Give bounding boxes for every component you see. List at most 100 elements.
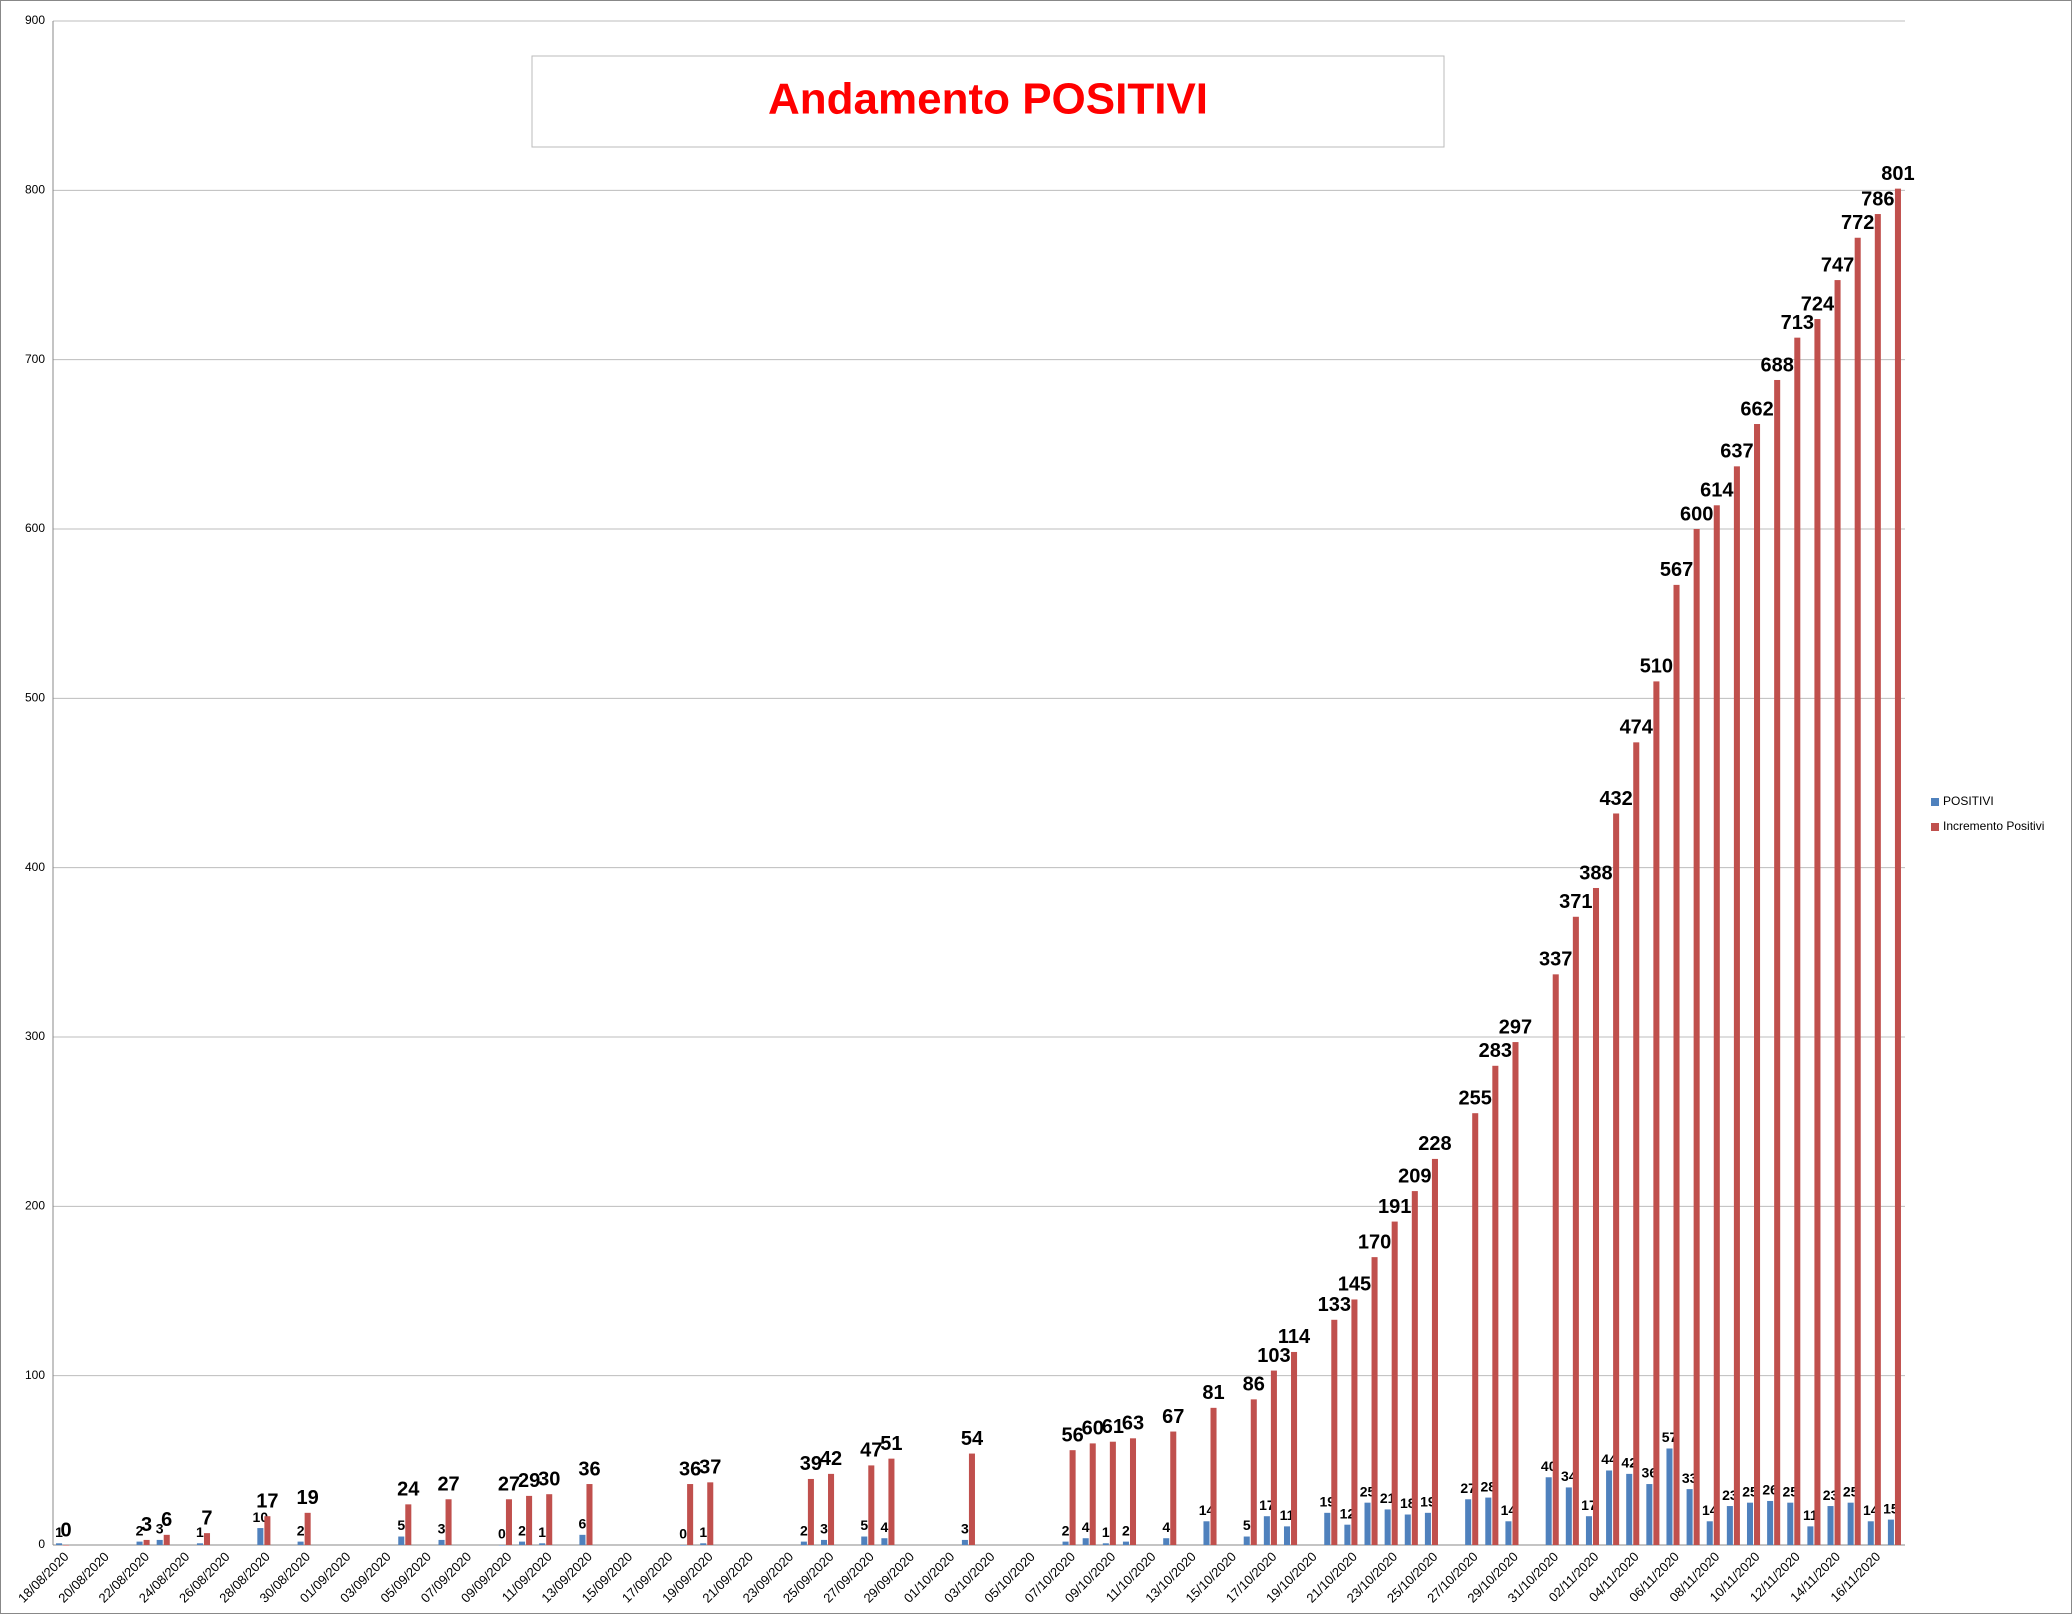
bar (1626, 1473, 1633, 1545)
data-label: 5 (397, 1517, 405, 1533)
data-label: 114 (1278, 1326, 1311, 1348)
chart-title: Andamento POSITIVI (768, 75, 1208, 124)
data-label: 0 (61, 1519, 72, 1541)
data-label: 614 (1700, 480, 1734, 502)
bar (203, 1533, 211, 1545)
data-label: 3 (438, 1521, 446, 1537)
data-label: 600 (1680, 503, 1713, 525)
bar (56, 1543, 63, 1545)
bar (405, 1504, 412, 1545)
bar (546, 1494, 553, 1545)
data-label: 27 (437, 1474, 459, 1496)
bar (136, 1541, 143, 1545)
legend-swatch (1931, 823, 1939, 831)
y-tick-label: 400 (25, 860, 45, 874)
bar (1263, 1516, 1270, 1545)
data-label: 27 (498, 1474, 520, 1496)
y-tick-label: 500 (25, 691, 45, 705)
bar (438, 1539, 445, 1545)
data-label: 56 (1061, 1424, 1083, 1446)
data-label: 713 (1781, 312, 1814, 334)
data-label: 60 (1082, 1418, 1104, 1440)
bar (1713, 505, 1720, 1545)
data-label: 1 (55, 1524, 63, 1540)
bar (881, 1538, 888, 1545)
bar (707, 1482, 714, 1545)
bar (1746, 1502, 1754, 1545)
data-label: 4 (1082, 1519, 1090, 1535)
data-label: 3 (156, 1521, 164, 1537)
bar (828, 1473, 835, 1545)
bar (156, 1539, 163, 1545)
bar (680, 1545, 687, 1546)
bar (1062, 1541, 1069, 1545)
data-label: 637 (1720, 441, 1753, 463)
data-label: 133 (1318, 1294, 1351, 1316)
bar (1673, 584, 1680, 1545)
data-label: 2 (297, 1522, 305, 1538)
bar (1404, 1514, 1411, 1545)
bar (579, 1534, 586, 1545)
data-label: 1 (1102, 1524, 1110, 1540)
data-label: 63 (1122, 1413, 1144, 1435)
bar (1082, 1538, 1089, 1545)
data-label: 474 (1620, 717, 1654, 739)
bar (196, 1543, 203, 1545)
data-label: 145 (1338, 1274, 1371, 1296)
bar (1606, 1470, 1613, 1545)
y-tick-label: 200 (25, 1199, 45, 1213)
bar (1424, 1512, 1431, 1545)
data-label: 86 (1243, 1374, 1265, 1396)
bar (1726, 1506, 1733, 1545)
data-label: 1 (196, 1524, 204, 1540)
bar (1754, 424, 1761, 1546)
data-label: 19 (297, 1487, 319, 1509)
bar (445, 1499, 452, 1545)
data-label: 510 (1640, 656, 1673, 678)
bar (519, 1541, 526, 1545)
bar (1384, 1509, 1391, 1545)
data-label: 11 (1803, 1507, 1818, 1523)
bar (1465, 1499, 1472, 1545)
data-label: 6 (579, 1516, 587, 1532)
bar (539, 1543, 546, 1545)
bar (1767, 1500, 1774, 1545)
data-label: 567 (1660, 559, 1693, 581)
bar (1371, 1257, 1378, 1545)
data-label: 801 (1881, 163, 1914, 185)
bar (888, 1458, 895, 1545)
data-label: 61 (1102, 1416, 1124, 1438)
data-label: 39 (800, 1453, 822, 1475)
bar (1666, 1448, 1673, 1545)
data-label: 0 (679, 1526, 687, 1542)
bar (264, 1516, 271, 1545)
bar (304, 1512, 311, 1545)
bar (1069, 1450, 1076, 1545)
bar (505, 1499, 512, 1545)
data-label: 337 (1539, 949, 1572, 971)
data-label: 228 (1418, 1133, 1451, 1155)
data-label: 51 (880, 1433, 902, 1455)
data-label: 36 (578, 1458, 600, 1480)
data-label: 2 (136, 1522, 144, 1538)
bar (1122, 1541, 1129, 1545)
data-label: 1 (538, 1524, 546, 1540)
bar (800, 1541, 807, 1545)
title-box (531, 55, 1445, 148)
bar (1344, 1524, 1351, 1545)
data-label: 1 (699, 1524, 707, 1540)
bar (1545, 1477, 1552, 1545)
bar (1585, 1516, 1592, 1545)
bar (1109, 1441, 1116, 1545)
bar (1250, 1399, 1257, 1545)
y-tick-label: 0 (38, 1537, 45, 1551)
bar (1633, 742, 1640, 1545)
data-label: 5 (1243, 1517, 1251, 1533)
data-label: 37 (699, 1457, 721, 1479)
bar (961, 1539, 968, 1545)
data-label: 81 (1202, 1382, 1224, 1404)
data-label: 47 (860, 1440, 882, 1462)
bar (1210, 1407, 1217, 1545)
bar (1552, 974, 1559, 1545)
data-label: 3 (820, 1521, 828, 1537)
